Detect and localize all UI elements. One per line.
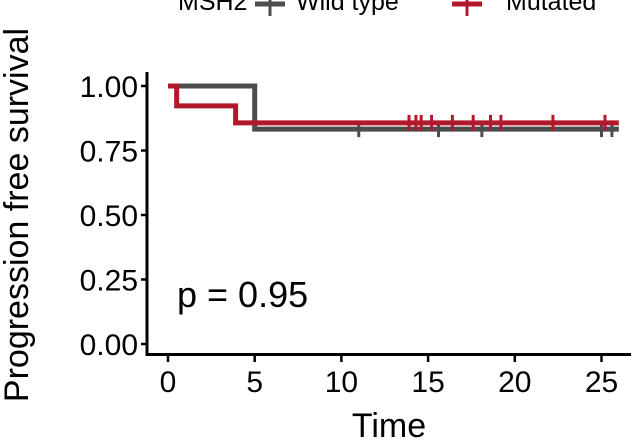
y-axis-title: Progression free survival: [0, 28, 36, 402]
legend-label-mutated: Mutated: [506, 0, 596, 16]
survival-curve-mutated: [168, 83, 619, 126]
y-tick-label: 0.00: [80, 329, 138, 362]
p-value-annotation: p = 0.95: [177, 274, 308, 315]
legend-key-mutated: [452, 0, 482, 16]
legend-label-wild-type: Wild type: [296, 0, 399, 16]
plot-area: [168, 83, 619, 138]
x-tick-label: 0: [160, 366, 177, 399]
y-tick-label: 0.75: [80, 136, 138, 169]
y-tick-label: 0.25: [80, 265, 138, 298]
x-tick-label: 10: [325, 366, 358, 399]
legend: MSH2 Wild type Mutated: [178, 0, 596, 16]
x-tick-label: 15: [411, 366, 444, 399]
legend-title: MSH2: [178, 0, 247, 16]
axis-ticks: 0.00 0.25 0.50 0.75 1.00 0 5 10 15 20 25: [80, 71, 619, 399]
x-axis-title: Time: [352, 407, 426, 445]
y-tick-label: 0.50: [80, 200, 138, 233]
survival-curve-wild-type: [168, 83, 619, 132]
x-tick-label: 25: [585, 366, 618, 399]
x-tick-label: 5: [246, 366, 263, 399]
legend-key-wild-type: [255, 0, 285, 16]
y-tick-label: 1.00: [80, 71, 138, 104]
x-tick-label: 20: [498, 366, 531, 399]
